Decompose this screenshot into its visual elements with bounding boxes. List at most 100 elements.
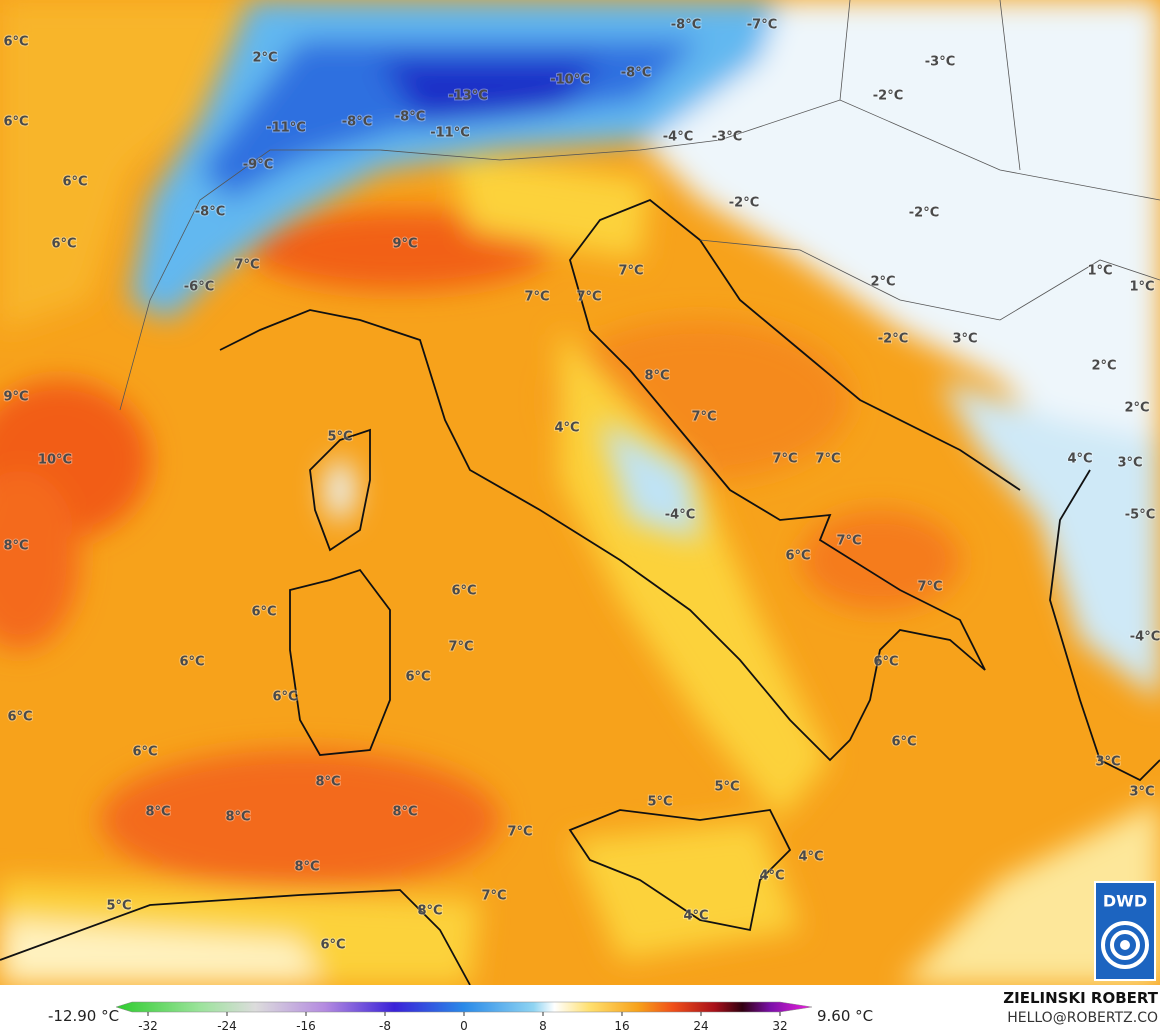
logo-text: DWD (1103, 892, 1147, 911)
temperature-label: 6°C (179, 655, 204, 670)
temperature-label: -4°C (665, 508, 695, 523)
temperature-label: 6°C (132, 745, 157, 760)
temperature-label: 5°C (327, 430, 352, 445)
temperature-label: 6°C (451, 584, 476, 599)
temperature-label: -8°C (671, 18, 701, 33)
temperature-label: 6°C (51, 237, 76, 252)
temperature-label: 6°C (405, 670, 430, 685)
temperature-label: 8°C (3, 539, 28, 554)
temperature-label: 2°C (252, 51, 277, 66)
temperature-label: 6°C (251, 605, 276, 620)
temperature-label: 8°C (644, 369, 669, 384)
temperature-label: 7°C (917, 580, 942, 595)
temperature-label: 4°C (683, 909, 708, 924)
temperature-label: 7°C (618, 264, 643, 279)
temperature-label: 7°C (448, 640, 473, 655)
temperature-label: 6°C (3, 35, 28, 50)
colorbar-tick-label: -16 (296, 1019, 316, 1033)
temperature-label: -3°C (925, 55, 955, 70)
temperature-label: -13°C (448, 89, 488, 104)
temperature-label: -10°C (550, 73, 590, 88)
credit-contact: HELLO@ROBERTZ.CO (1007, 1010, 1158, 1026)
temperature-label: -5°C (1125, 508, 1155, 523)
colorbar-scale (115, 1001, 813, 1013)
temperature-label: 4°C (759, 869, 784, 884)
temperature-label: 3°C (952, 332, 977, 347)
temperature-label: -2°C (909, 206, 939, 221)
colorbar-max: 9.60 °C (817, 1007, 873, 1025)
temperature-label: 3°C (1095, 755, 1120, 770)
temperature-label: 7°C (836, 534, 861, 549)
temperature-label: 2°C (1091, 359, 1116, 374)
temperature-label: 8°C (417, 904, 442, 919)
temperature-label: 6°C (873, 655, 898, 670)
temperature-label: -8°C (621, 66, 651, 81)
temperature-label: 7°C (815, 452, 840, 467)
temperature-label: 7°C (576, 290, 601, 305)
colorbar: -12.90 °C 9.60 °C -32 -24 -16 -8 0 8 16 24 32 (48, 1001, 873, 1033)
temperature-label: 6°C (3, 115, 28, 130)
temperature-label: -8°C (342, 115, 372, 130)
temperature-label: -2°C (729, 196, 759, 211)
temperature-label: 7°C (481, 889, 506, 904)
temperature-label: 1°C (1129, 280, 1154, 295)
temperature-label: 8°C (315, 775, 340, 790)
temperature-label: 4°C (554, 421, 579, 436)
colorbar-tick-label: 24 (693, 1019, 708, 1033)
colorbar-tick-label: 16 (614, 1019, 629, 1033)
temperature-label: -8°C (195, 205, 225, 220)
temperature-label: 8°C (225, 810, 250, 825)
temperature-label: 2°C (1124, 401, 1149, 416)
temperature-label: 8°C (145, 805, 170, 820)
temperature-label: -3°C (712, 130, 742, 145)
dwd-logo: DWD (1094, 881, 1156, 981)
colorbar-tick-label: -24 (217, 1019, 237, 1033)
temperature-label: 7°C (234, 258, 259, 273)
temperature-label: -7°C (747, 18, 777, 33)
colorbar-tick-label: 32 (772, 1019, 787, 1033)
temperature-label: -2°C (873, 89, 903, 104)
temperature-label: -11°C (266, 121, 306, 136)
temperature-label: -8°C (395, 110, 425, 125)
temperature-labels: 6°C 2°C -8°C -7°C -10°C -8°C -3°C 6°C -13°C -11°C… (2, 17, 1160, 954)
temperature-label: 3°C (1117, 456, 1142, 471)
temperature-label: -2°C (878, 332, 908, 347)
map-background (0, 0, 1160, 986)
coastline (0, 198, 1160, 986)
temperature-label: 4°C (1067, 452, 1092, 467)
temperature-label: 3°C (1129, 785, 1154, 800)
temperature-label: 7°C (691, 410, 716, 425)
temperature-label: 5°C (714, 780, 739, 795)
temperature-label: 6°C (62, 175, 87, 190)
temperature-label: 8°C (392, 805, 417, 820)
temperature-label: 7°C (507, 825, 532, 840)
temperature-label: 6°C (320, 938, 345, 953)
colorbar-min: -12.90 °C (48, 1007, 119, 1025)
temperature-label: 7°C (524, 290, 549, 305)
temperature-label: 5°C (106, 899, 131, 914)
temperature-label: 4°C (798, 850, 823, 865)
temperature-label: 6°C (7, 710, 32, 725)
temperature-label: 6°C (891, 735, 916, 750)
colorbar-tick-label: 8 (539, 1019, 547, 1033)
temperature-label: 8°C (294, 860, 319, 875)
temperature-label: 9°C (392, 237, 417, 252)
colorbar-tick-label: -32 (138, 1019, 158, 1033)
temperature-label: 5°C (647, 795, 672, 810)
temperature-label: 2°C (870, 275, 895, 290)
temperature-label: 10°C (38, 453, 72, 468)
colorbar-tick-label: 0 (460, 1019, 468, 1033)
credit-name: ZIELINSKI ROBERT (1003, 989, 1158, 1007)
colorbar-tick-label: -8 (379, 1019, 391, 1033)
temperature-label: -6°C (184, 280, 214, 295)
temperature-label: -9°C (243, 158, 273, 173)
temperature-label: 6°C (785, 549, 810, 564)
temperature-label: 6°C (272, 690, 297, 705)
temperature-label: 9°C (3, 390, 28, 405)
temperature-label: 7°C (772, 452, 797, 467)
borders (119, 0, 1160, 411)
temperature-label: 1°C (1087, 264, 1112, 279)
temperature-label: -4°C (663, 130, 693, 145)
temperature-label: -11°C (430, 126, 470, 141)
